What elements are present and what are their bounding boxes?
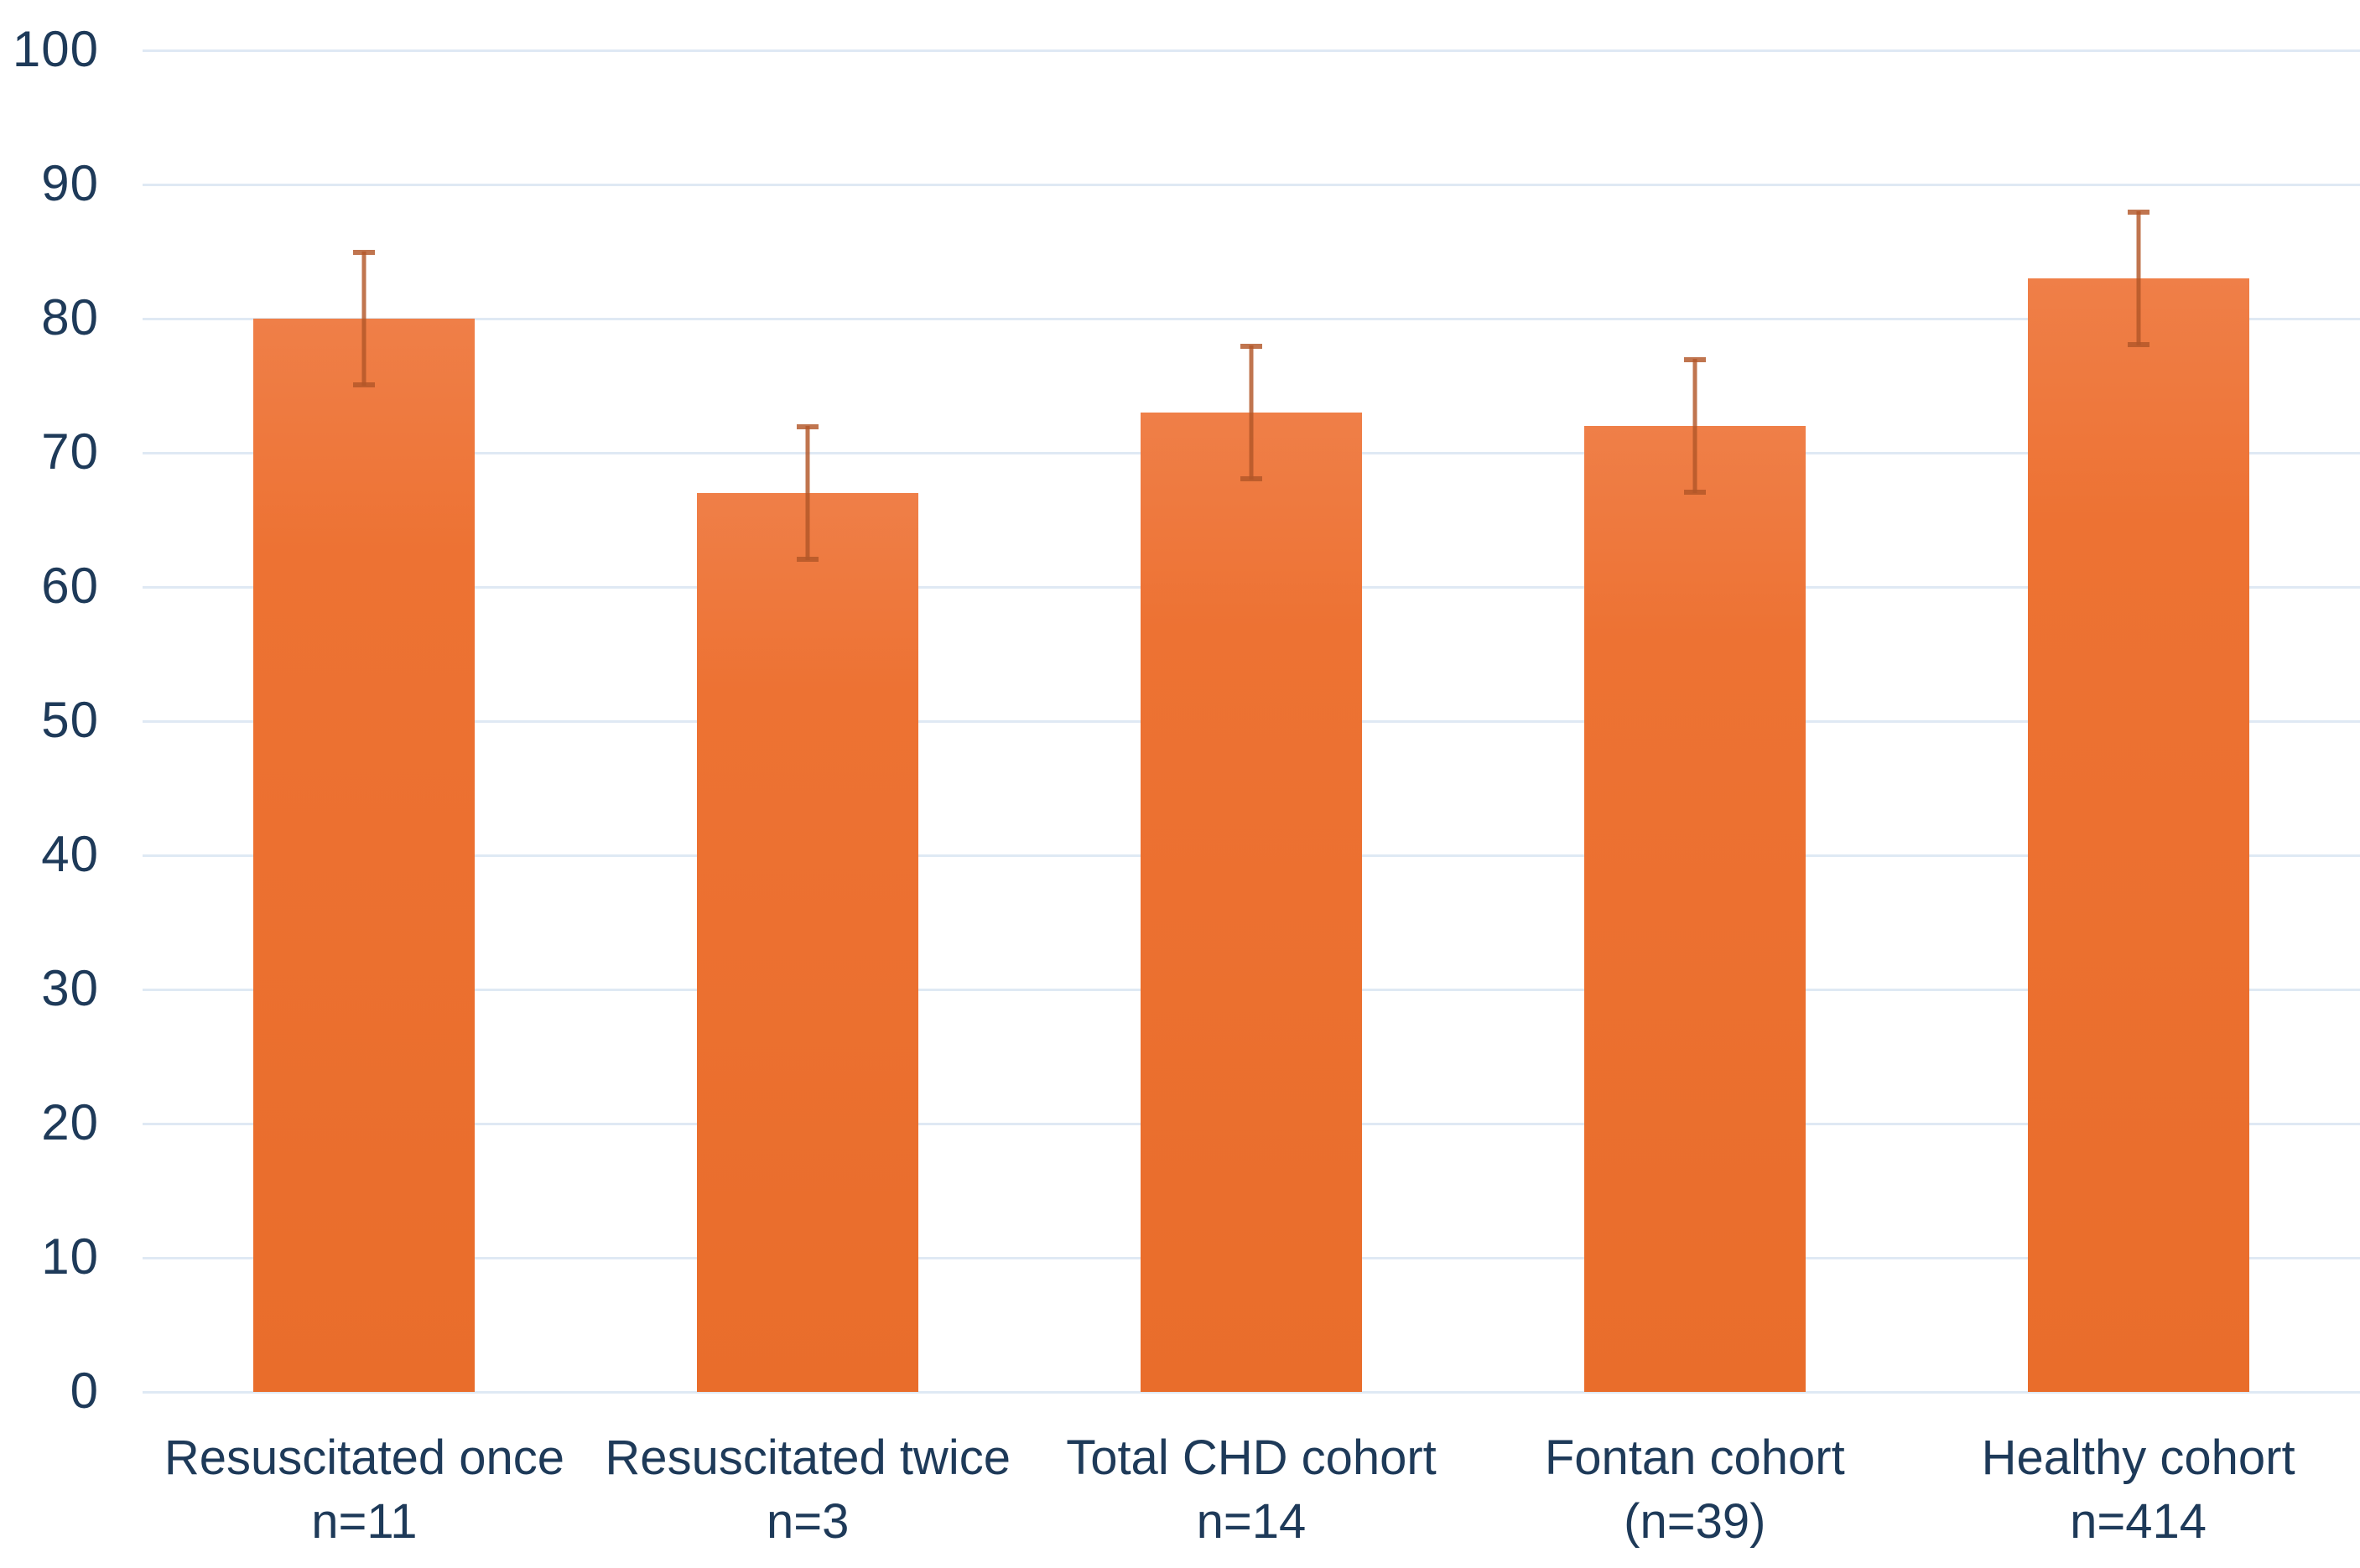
x-category-label-line2: n=3 <box>767 1494 850 1549</box>
error-bar-top-cap <box>353 250 376 255</box>
error-bar-bottom-cap <box>1240 476 1262 481</box>
gridline-80 <box>143 318 2360 320</box>
bar <box>2027 278 2249 1392</box>
x-category-label-line1: Fontan cohort <box>1544 1430 1845 1485</box>
error-bar-bottom-cap <box>1683 490 1706 495</box>
error-bar <box>1692 359 1697 493</box>
y-tick-label-30: 30 <box>41 960 99 1017</box>
x-category-label: Resuscitated twice n=3 <box>586 1426 1030 1554</box>
error-bar-top-cap <box>797 424 819 429</box>
x-category-label: Fontan cohort (n=39) <box>1473 1426 1916 1554</box>
y-tick-label-50: 50 <box>41 692 99 749</box>
x-category-label-line2: (n=39) <box>1624 1494 1766 1549</box>
x-category-label-line1: Resuscitated once <box>164 1430 564 1485</box>
x-category-label-line2: n=11 <box>311 1494 418 1549</box>
error-bar-top-cap <box>2127 210 2149 215</box>
error-bar <box>361 252 366 386</box>
error-bar-bottom-cap <box>797 557 819 562</box>
y-tick-label-70: 70 <box>41 423 99 480</box>
error-bar <box>805 426 810 560</box>
error-bar <box>2136 211 2141 345</box>
error-bar-bottom-cap <box>2127 342 2149 347</box>
y-tick-label-40: 40 <box>41 826 99 883</box>
bar <box>1583 426 1806 1392</box>
gridline-90 <box>143 184 2360 186</box>
error-bar-top-cap <box>1683 357 1706 362</box>
bar <box>253 319 476 1392</box>
bar <box>1141 413 1362 1392</box>
y-tick-label-60: 60 <box>41 558 99 615</box>
x-category-label: Resuscitated once n=11 <box>143 1426 586 1554</box>
x-category-label: Healthy cohort n=414 <box>1916 1426 2360 1554</box>
y-tick-label-10: 10 <box>41 1228 99 1285</box>
x-category-label-line1: Resuscitated twice <box>605 1430 1011 1485</box>
gridline-0 <box>143 1391 2360 1394</box>
x-category-label-line1: Total CHD cohort <box>1066 1430 1437 1485</box>
bar <box>697 493 919 1392</box>
x-category-label: Total CHD cohort n=14 <box>1030 1426 1474 1554</box>
x-category-label-line1: Healthy cohort <box>1981 1430 2295 1485</box>
error-bar <box>1249 345 1254 480</box>
x-category-label-line2: n=414 <box>2070 1494 2207 1549</box>
y-tick-label-90: 90 <box>41 155 99 212</box>
error-bar-bottom-cap <box>353 382 376 387</box>
y-tick-label-80: 80 <box>41 289 99 346</box>
gridline-100 <box>143 49 2360 52</box>
error-bar-top-cap <box>1240 344 1262 349</box>
y-tick-label-20: 20 <box>41 1094 99 1151</box>
y-tick-label-0: 0 <box>70 1363 99 1420</box>
y-tick-label-100: 100 <box>12 21 99 78</box>
x-category-label-line2: n=14 <box>1196 1494 1307 1549</box>
